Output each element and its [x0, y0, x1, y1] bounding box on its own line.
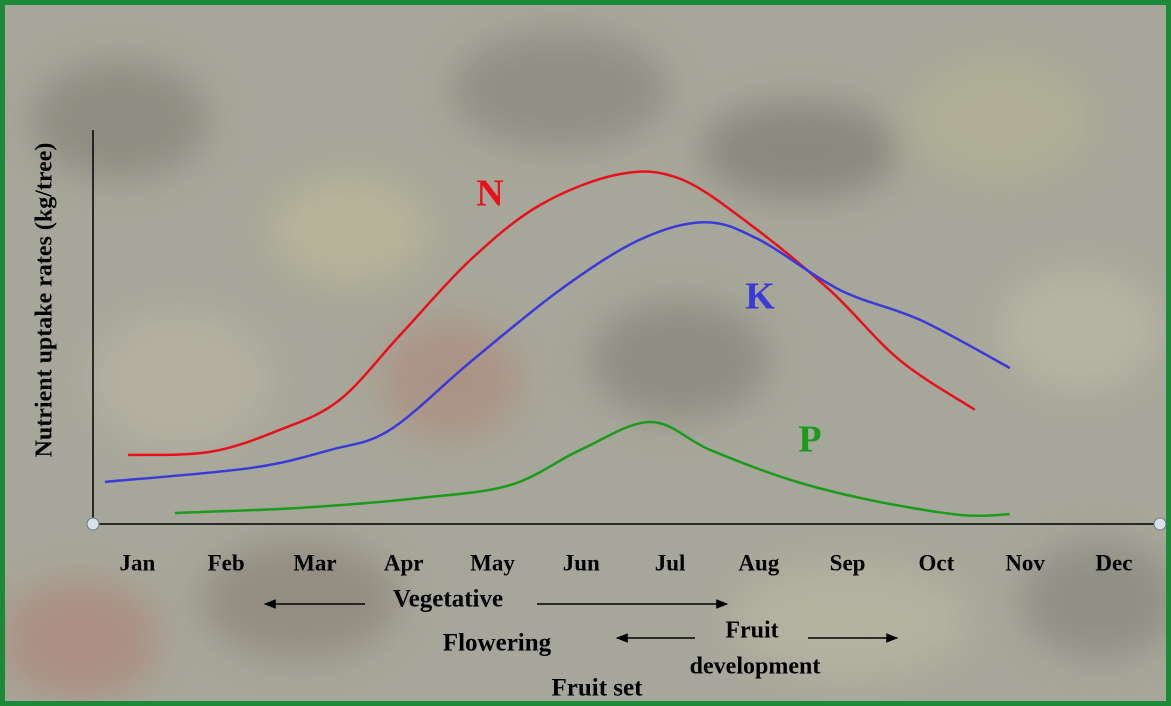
- x-tick-label: Aug: [738, 550, 779, 575]
- x-tick-label: May: [470, 550, 515, 575]
- x-tick-label: Jul: [655, 550, 686, 575]
- x-tick-label: Jan: [119, 550, 155, 575]
- annotation: Fruit set: [552, 675, 644, 702]
- axis-handle: [1153, 517, 1167, 531]
- x-tick-label: Apr: [384, 550, 424, 575]
- annotation: development: [690, 654, 821, 680]
- series-line: [104, 220, 1011, 484]
- annotation: Vegetative: [393, 586, 503, 613]
- x-tick-label: Nov: [1005, 550, 1045, 575]
- series-line: [127, 170, 976, 457]
- annotation: Flowering: [443, 630, 552, 657]
- series-label: N: [476, 173, 503, 215]
- x-tick-label: Dec: [1095, 550, 1132, 575]
- series-label: K: [745, 276, 775, 318]
- annotation: Fruit: [725, 618, 778, 644]
- x-tick-label: Feb: [208, 550, 245, 575]
- x-tick-label: Mar: [293, 550, 336, 575]
- axis-handle: [86, 517, 100, 531]
- phase-arrows: [263, 599, 899, 643]
- y-axis-label: Nutrient uptake rates (kg/tree): [32, 143, 58, 458]
- x-tick-label: Oct: [918, 550, 954, 575]
- series-label: P: [798, 419, 821, 461]
- x-tick-label: Sep: [830, 550, 866, 575]
- series-line: [174, 420, 1010, 518]
- x-tick-label: Jun: [563, 550, 600, 575]
